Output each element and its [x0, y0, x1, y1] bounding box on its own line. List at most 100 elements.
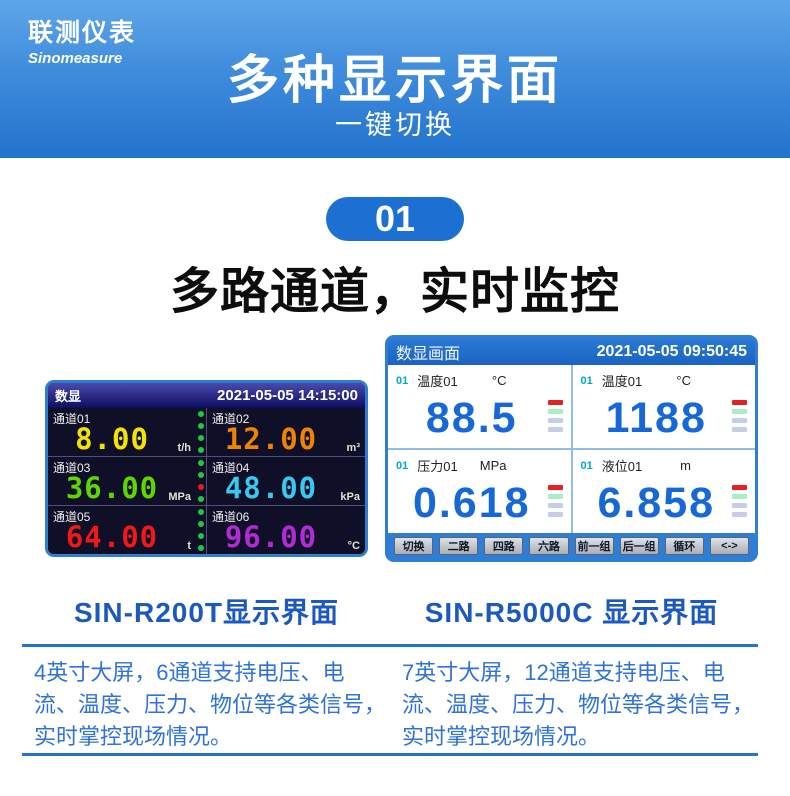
channel-value: 96.00: [224, 520, 318, 554]
channel-cell-03: 通道03 36.00 MPa: [48, 457, 206, 505]
channel-name: 温度01: [417, 374, 458, 389]
channel-unit: kPa: [340, 491, 360, 503]
channel-value: 48.00: [224, 471, 318, 505]
channel-number: 01: [396, 374, 409, 387]
softkey-bar: 切换 二路 四路 六路 前一组 后一组 循环 <->: [388, 533, 755, 559]
alarm-bar: [547, 427, 563, 432]
channel-value: 8.00: [75, 422, 149, 456]
softkey-2ch[interactable]: 二路: [439, 537, 479, 555]
r5000c-datetime: 2021-05-05 09:50:45: [596, 342, 747, 360]
channel-unit: °C: [676, 373, 691, 388]
status-dot: [197, 472, 204, 478]
section-heading: 多路通道，实时监控: [169, 265, 620, 319]
channel-label: 通道02: [212, 412, 250, 426]
alarm-bars: [732, 485, 748, 517]
alarm-bar: [732, 400, 747, 405]
r200t-channel-grid: 通道01 8.00 t/h 通道02 12.00 m³ 通道03 36.00 M…: [48, 408, 365, 554]
alarm-bar: [732, 409, 747, 414]
status-dot: [197, 484, 204, 490]
quad-header: 01 温度01 °C: [396, 371, 567, 390]
channel-label: 通道05: [53, 510, 91, 524]
channel-name: 液位01: [601, 459, 643, 474]
status-dot: [197, 460, 204, 466]
caption-r5000c: SIN-R5000C 显示界面: [424, 597, 719, 628]
alarm-bars: [732, 400, 748, 432]
alarm-bar: [732, 418, 747, 423]
divider-top: [22, 644, 758, 647]
channel-value: 12.00: [224, 422, 318, 456]
channel-name: 温度01: [601, 374, 643, 389]
status-dot: [197, 423, 204, 429]
channel-cell-06: 通道06 96.00 °C: [207, 506, 365, 554]
status-dot: [197, 435, 204, 441]
r5000c-channel-grid: 01 温度01 °C 88.5 01 温度01: [388, 365, 755, 533]
status-dot: [197, 496, 204, 502]
alarm-bar: [732, 503, 747, 508]
quad-cell-3: 01 压力01 MPa 0.618: [388, 450, 571, 533]
r5000c-titlebar: 数显画面 2021-05-05 09:50:45: [388, 338, 755, 365]
alarm-bar: [732, 494, 747, 499]
softkey-6ch[interactable]: 六路: [529, 537, 569, 555]
channel-unit: °C: [491, 373, 507, 388]
channel-value: 64.00: [65, 520, 159, 554]
status-dot: [197, 509, 204, 515]
alarm-bar: [547, 409, 563, 414]
caption-r200t: SIN-R200T显示界面: [73, 597, 340, 628]
status-dots: [197, 509, 204, 551]
softkey-loop[interactable]: 循环: [664, 537, 704, 555]
r200t-screen-title: 数显: [55, 389, 82, 404]
softkey-next-group[interactable]: 后一组: [619, 537, 659, 555]
quad-cell-2: 01 温度01 °C 1188: [572, 365, 755, 448]
status-dot: [197, 411, 204, 417]
channel-unit: m: [680, 458, 691, 473]
channel-value: 88.5: [425, 394, 518, 442]
status-dot: [197, 545, 204, 551]
channel-unit: °C: [347, 540, 360, 552]
brand-name-cn: 联测仪表: [28, 19, 137, 47]
brand-name-en: Sinomeasure: [28, 50, 123, 67]
alarm-bar: [732, 512, 747, 517]
r5000c-screen-title: 数显画面: [396, 345, 461, 363]
alarm-bars: [547, 400, 564, 432]
channel-label: 通道03: [53, 461, 91, 475]
channel-name: 压力01: [417, 459, 458, 474]
status-dot: [197, 533, 204, 539]
channel-cell-04: 通道04 48.00 kPa: [207, 457, 365, 505]
channel-value: 6.858: [597, 479, 716, 527]
quad-header: 01 液位01 m: [581, 456, 752, 475]
alarm-bar: [547, 494, 563, 499]
alarm-bar: [547, 503, 563, 508]
channel-unit: t: [187, 540, 191, 552]
softkey-4ch[interactable]: 四路: [484, 537, 524, 555]
status-dots: [197, 411, 204, 453]
softkey-prev-group[interactable]: 前一组: [574, 537, 614, 555]
channel-number: 01: [580, 374, 593, 387]
channel-cell-02: 通道02 12.00 m³: [207, 408, 365, 456]
brand-logo: 联测仪表 Sinomeasure: [28, 13, 136, 67]
channel-number: 01: [580, 459, 593, 472]
alarm-bar: [732, 427, 747, 432]
channel-unit: MPa: [479, 458, 507, 473]
channel-label: 通道04: [212, 461, 250, 475]
channel-value: 1188: [605, 394, 707, 442]
channel-label: 通道01: [53, 412, 91, 426]
channel-unit: m³: [346, 442, 360, 454]
quad-cell-4: 01 液位01 m 6.858: [572, 450, 755, 533]
quad-header: 01 温度01 °C: [581, 371, 752, 390]
softkey-switch[interactable]: 切换: [394, 537, 434, 555]
hero-banner: 联测仪表 Sinomeasure 多种显示界面 一键切换: [0, 0, 790, 158]
page-title: 多种显示界面: [226, 52, 563, 110]
channel-cell-05: 通道05 64.00 t: [48, 506, 206, 554]
channel-value: 36.00: [65, 471, 159, 505]
description-r200t: 4英寸大屏，6通道支持电压、电流、温度、压力、物位等各类信号，实时掌控现场情况。: [34, 660, 387, 749]
status-dots: [197, 460, 204, 502]
divider-bottom: [22, 753, 758, 756]
sin-r200t-screen: 数显 2021-05-05 14:15:00 通道01 8.00 t/h 通道0…: [45, 380, 368, 557]
alarm-bar: [547, 512, 563, 517]
softkey-arrows[interactable]: <->: [709, 537, 749, 555]
page-subtitle: 一键切换: [335, 110, 455, 140]
status-dot: [197, 521, 204, 527]
alarm-bar: [547, 418, 563, 423]
section-number-badge: 01: [326, 197, 464, 241]
